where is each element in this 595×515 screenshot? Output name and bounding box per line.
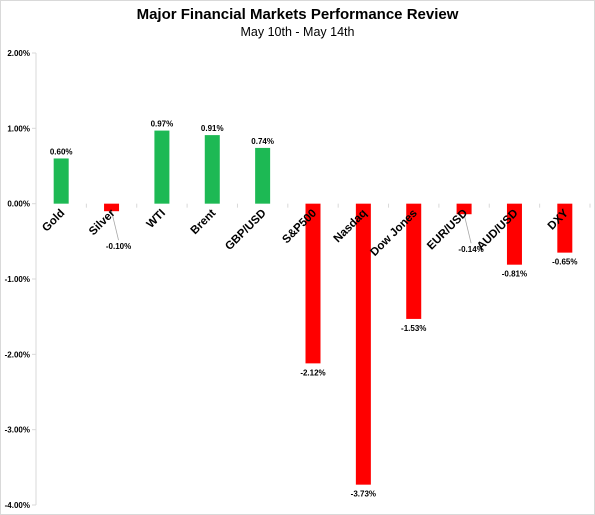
y-tick-label: 2.00% [7,49,30,58]
bar-aud-usd [506,203,522,265]
data-label: 0.97% [151,120,174,129]
data-label-leader [111,211,119,241]
data-label: -1.53% [401,324,426,333]
data-label: -0.65% [552,258,577,267]
category-label: WTI [145,207,168,230]
data-label: -3.73% [351,490,376,499]
data-label: 0.91% [201,124,224,133]
data-label: -0.10% [106,242,131,251]
bar-s-p500 [305,203,321,364]
category-label: Silver [87,207,118,238]
bar-gold [53,158,69,204]
data-label: 0.74% [251,137,274,146]
bar-gbp-usd [255,147,271,204]
bar-silver [104,203,120,212]
bar-brent [204,135,220,204]
bar-nasdaq [355,203,371,485]
data-label: -0.81% [502,270,527,279]
data-label: 0.60% [50,147,73,156]
category-label: Gold [40,207,67,234]
bar-eur-usd [456,203,472,215]
data-labels: 0.60% -0.10% 0.97% 0.91% 0.74% -2.12% -3.73% -1… [50,120,578,499]
bar-dxy [557,203,573,253]
bar-dow-jones [406,203,422,319]
y-tick-label: -1.00% [5,275,30,284]
category-label: GBP/USD [223,207,269,253]
data-label: -0.14% [458,245,483,254]
y-tick-label: -3.00% [5,426,30,435]
data-label: -2.12% [300,368,325,377]
y-axis: 2.00% 1.00% 0.00% -1.00% -2.00% -3.00% -4.00% [5,49,591,510]
y-tick-label: -2.00% [5,350,30,359]
chart-title: Major Financial Markets Performance Revi… [136,6,459,23]
y-tick-label: -4.00% [5,501,30,510]
y-tick-label: 0.00% [7,200,30,209]
bar-wti [154,130,170,204]
chart-subtitle: May 10th - May 14th [240,25,355,39]
y-tick-label: 1.00% [7,124,30,133]
category-label: Brent [189,207,219,237]
data-label-leader [463,214,472,244]
bars [53,130,573,485]
